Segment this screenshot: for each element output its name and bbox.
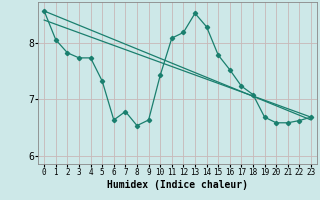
X-axis label: Humidex (Indice chaleur): Humidex (Indice chaleur) bbox=[107, 180, 248, 190]
